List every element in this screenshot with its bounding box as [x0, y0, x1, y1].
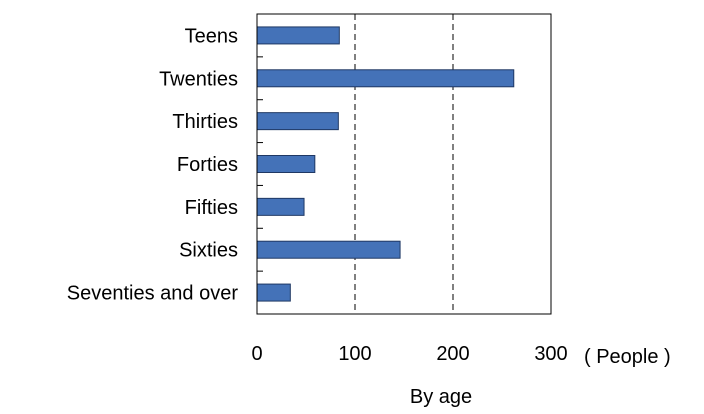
- y-axis-ticks: [257, 56, 263, 272]
- bar: [256, 197, 305, 216]
- category-label: Sixties: [179, 240, 238, 262]
- category-labels: Teens Twenties Thirties Forties Fifties Sixti…: [67, 25, 239, 304]
- category-label: Teens: [185, 25, 238, 47]
- bar: [256, 283, 291, 302]
- grid-lines: [354, 14, 454, 314]
- bar: [256, 155, 316, 173]
- category-label: Thirties: [172, 111, 238, 133]
- x-tick-label: 100: [338, 343, 371, 365]
- x-axis-label: By age: [410, 386, 472, 408]
- x-tick-label: 300: [534, 343, 567, 365]
- category-label: Seventies and over: [67, 283, 239, 305]
- x-tick-label: 200: [436, 343, 469, 365]
- bar: [256, 26, 340, 45]
- plot-frame: [256, 13, 552, 315]
- category-label: Forties: [177, 154, 238, 176]
- bar: [256, 240, 401, 259]
- bar: [256, 112, 339, 131]
- x-axis-tick-labels: 0 100 200 300: [251, 343, 567, 365]
- x-tick-label: 0: [251, 343, 262, 365]
- category-label: Twenties: [159, 68, 238, 90]
- bar: [256, 69, 515, 88]
- unit-label: ( People ): [584, 346, 671, 368]
- bars: [256, 26, 515, 302]
- category-label: Fifties: [185, 197, 238, 219]
